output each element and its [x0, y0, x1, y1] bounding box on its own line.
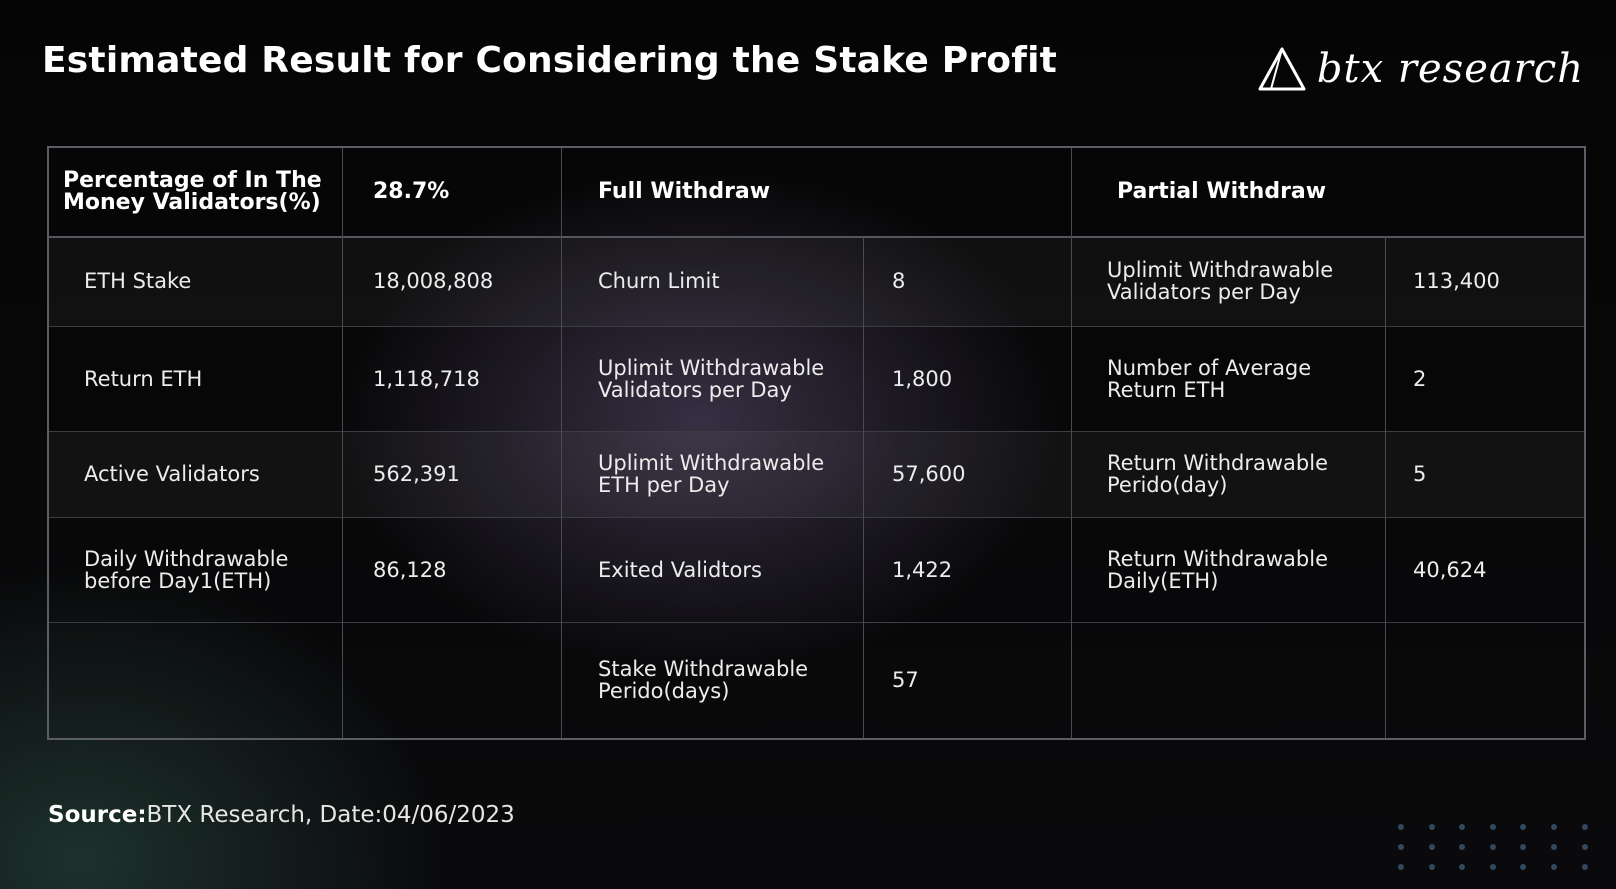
- partial-withdraw-label: [1107, 622, 1385, 738]
- dot: [1398, 864, 1404, 870]
- row-divider: [49, 326, 1584, 327]
- dot: [1459, 824, 1466, 830]
- row-label: Return ETH: [84, 366, 203, 391]
- dot: [1489, 844, 1496, 850]
- dot: [1459, 844, 1466, 850]
- dot: [1520, 864, 1527, 870]
- source-note: Source:BTX Research, Date:04/06/2023: [48, 802, 515, 828]
- column-divider: [1385, 236, 1386, 738]
- full-withdraw-label: Churn Limit: [598, 269, 720, 293]
- results-table: Percentage of In The Money Validators(%)…: [47, 146, 1586, 740]
- row-value: [373, 622, 561, 738]
- decorative-dot-grid: [1398, 824, 1588, 870]
- header-divider: [49, 236, 1584, 238]
- partial-withdraw-label: Return Withdrawable Perido(day): [1107, 451, 1329, 497]
- column-divider: [342, 148, 343, 738]
- full-withdraw-value: 1,422: [892, 557, 953, 582]
- row-divider: [49, 431, 1584, 432]
- row-band: [49, 431, 1584, 517]
- partial-withdraw-label: Uplimit Withdrawable Validators per Day: [1107, 258, 1334, 304]
- dot: [1489, 864, 1496, 870]
- dot: [1520, 824, 1527, 830]
- dot: [1581, 824, 1588, 830]
- dot: [1398, 844, 1404, 850]
- row-divider: [49, 622, 1584, 623]
- row-label: [84, 622, 342, 738]
- partial-withdraw-label: Number of Average Return ETH: [1107, 355, 1312, 402]
- dot: [1428, 824, 1435, 830]
- row-value: 562,391: [373, 462, 460, 486]
- triangle-logo-icon: [1258, 47, 1306, 91]
- full-withdraw-label: Stake Withdrawable Perido(days): [598, 657, 809, 703]
- row-label: Daily Withdrawable before Day1(ETH): [84, 546, 289, 593]
- full-withdraw-value: 57: [892, 668, 919, 692]
- dot: [1550, 864, 1557, 870]
- column-divider: [863, 236, 864, 738]
- row-divider: [49, 517, 1584, 518]
- dot: [1520, 844, 1527, 850]
- dot: [1489, 824, 1496, 830]
- dot: [1398, 824, 1404, 830]
- row-label: ETH Stake: [84, 269, 192, 293]
- row-band: [49, 236, 1584, 326]
- full-withdraw-label: Uplimit Withdrawable ETH per Day: [598, 451, 825, 497]
- full-withdraw-value: 57,600: [892, 462, 966, 486]
- dot: [1459, 864, 1466, 870]
- partial-withdraw-value: 2: [1413, 366, 1427, 391]
- header-label: Percentage of In The Money Validators(%): [63, 168, 322, 215]
- page-title: Estimated Result for Considering the Sta…: [42, 40, 1058, 81]
- dot: [1428, 864, 1435, 870]
- column-divider: [1071, 148, 1072, 738]
- partial-withdraw-label: Return Withdrawable Daily(ETH): [1107, 546, 1329, 593]
- dot: [1581, 844, 1588, 850]
- full-withdraw-label: Exited Validtors: [598, 557, 762, 582]
- partial-withdraw-value: [1413, 622, 1584, 738]
- row-label: Active Validators: [84, 462, 260, 486]
- dot: [1428, 844, 1435, 850]
- dot: [1550, 824, 1557, 830]
- partial-withdraw-value: 40,624: [1413, 557, 1487, 582]
- column-divider: [561, 148, 562, 738]
- source-prefix: Source:: [48, 802, 147, 828]
- full-withdraw-value: 8: [892, 269, 906, 293]
- partial-withdraw-value: 5: [1413, 462, 1427, 486]
- source-text: BTX Research, Date:04/06/2023: [146, 802, 515, 828]
- row-value: 18,008,808: [373, 269, 494, 293]
- header-full-withdraw: Full Withdraw: [598, 179, 771, 204]
- header-percentage: 28.7%: [373, 179, 450, 204]
- full-withdraw-value: 1,800: [892, 366, 953, 391]
- logo-text: btx research: [1316, 46, 1584, 92]
- dot: [1581, 864, 1588, 870]
- partial-withdraw-value: 113,400: [1413, 269, 1500, 293]
- dot: [1550, 844, 1557, 850]
- row-value: 1,118,718: [373, 366, 480, 391]
- header-partial-withdraw: Partial Withdraw: [1117, 179, 1327, 204]
- brand-logo: btx research: [1257, 34, 1584, 104]
- row-value: 86,128: [373, 557, 447, 582]
- full-withdraw-label: Uplimit Withdrawable Validators per Day: [598, 355, 825, 402]
